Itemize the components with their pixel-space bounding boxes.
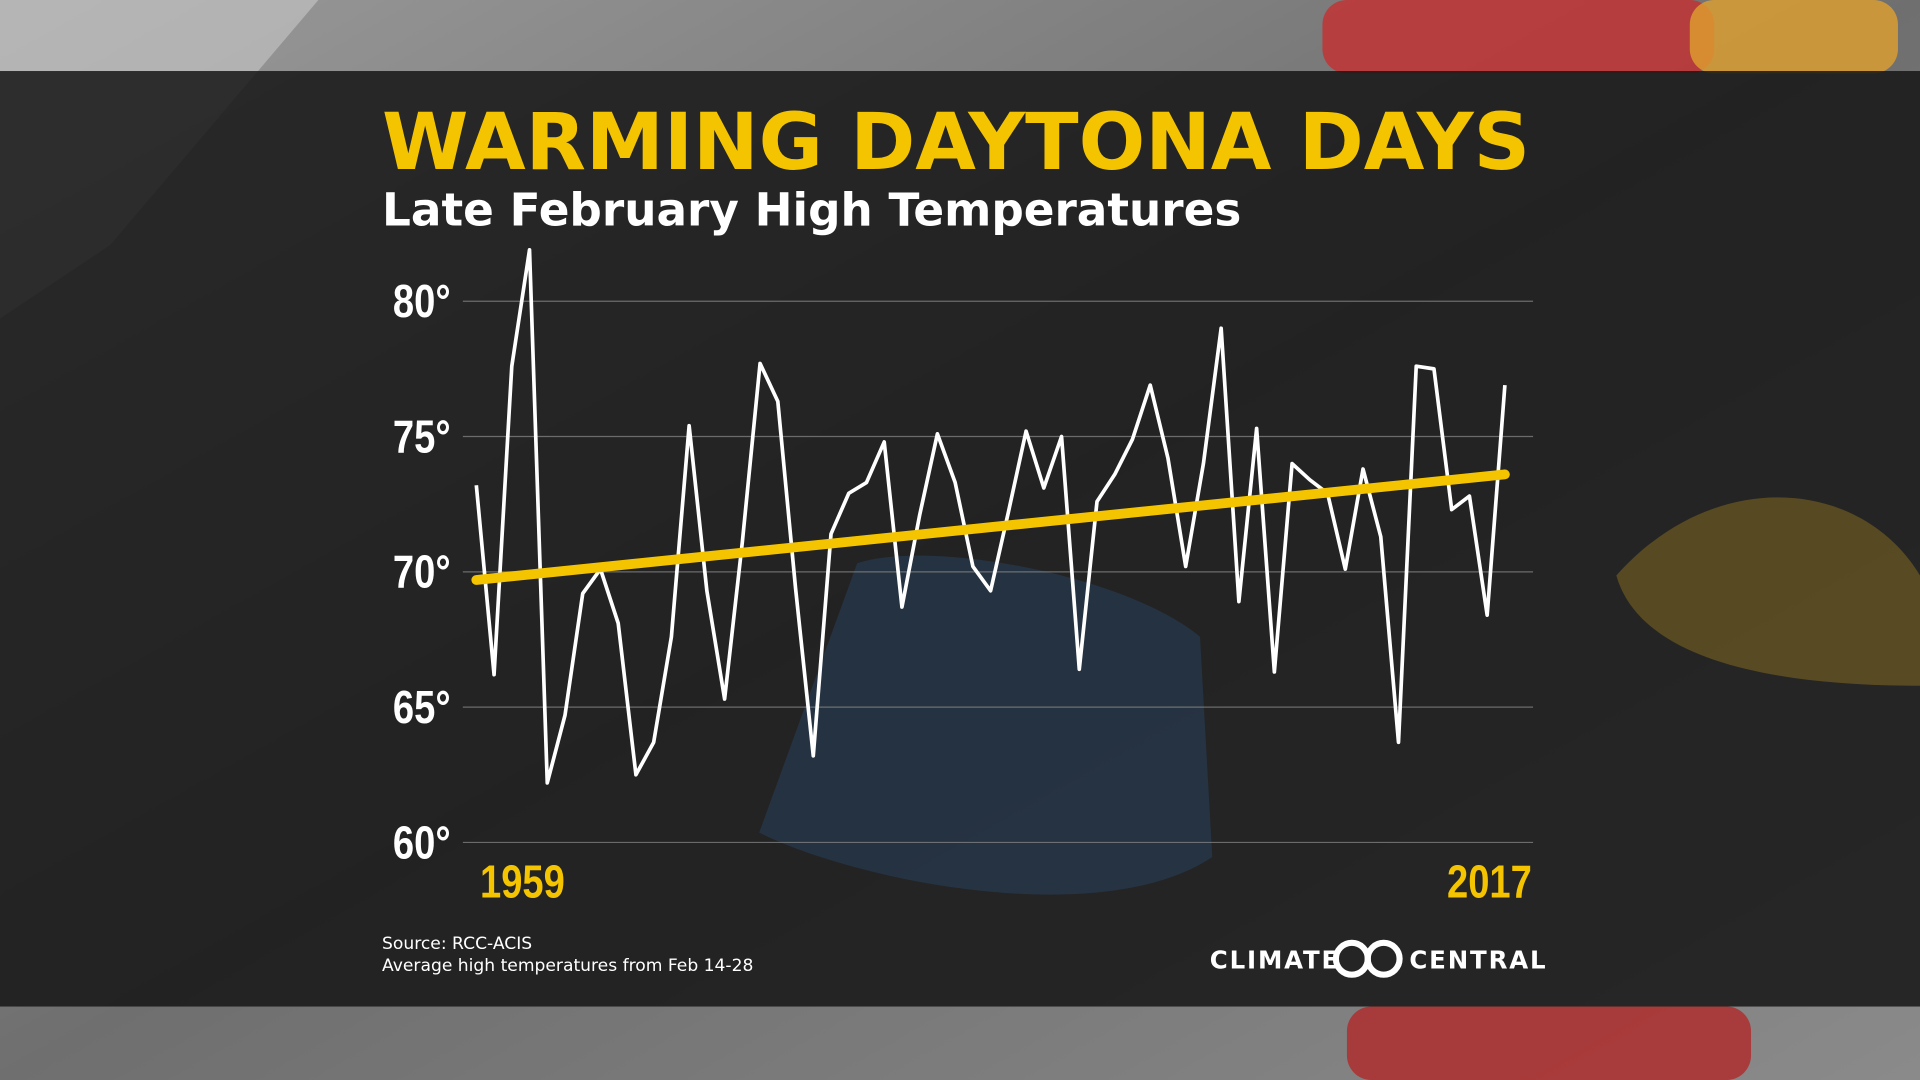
logo-text: CLIMATE — [1210, 946, 1340, 975]
y-tick-label: 65° — [393, 682, 451, 734]
overlay — [0, 71, 1920, 1007]
x-tick-label: 1959 — [480, 856, 565, 908]
chart-subtitle: Late February High Temperatures — [382, 183, 1241, 236]
data-line — [474, 247, 1507, 785]
car — [1322, 0, 1715, 74]
car — [1346, 1006, 1752, 1080]
source: Source: RCC-ACIS — [382, 934, 532, 954]
note: Average high temperatures from Feb 14-28 — [382, 956, 753, 976]
chart-title: WARMING DAYTONA DAYS — [382, 97, 1530, 188]
y-tick-label: 70° — [393, 546, 451, 598]
y-tick-label: 75° — [393, 411, 451, 463]
x-tick-label: 2017 — [1447, 856, 1532, 908]
y-tick-label: 80° — [393, 276, 451, 328]
car — [759, 555, 1213, 895]
trend-line — [471, 469, 1510, 585]
logo-text: CENTRAL — [1409, 946, 1547, 975]
logo-icon — [1364, 939, 1403, 978]
car — [1616, 497, 1920, 686]
car — [1689, 0, 1898, 74]
y-tick-label: 60° — [393, 817, 451, 869]
